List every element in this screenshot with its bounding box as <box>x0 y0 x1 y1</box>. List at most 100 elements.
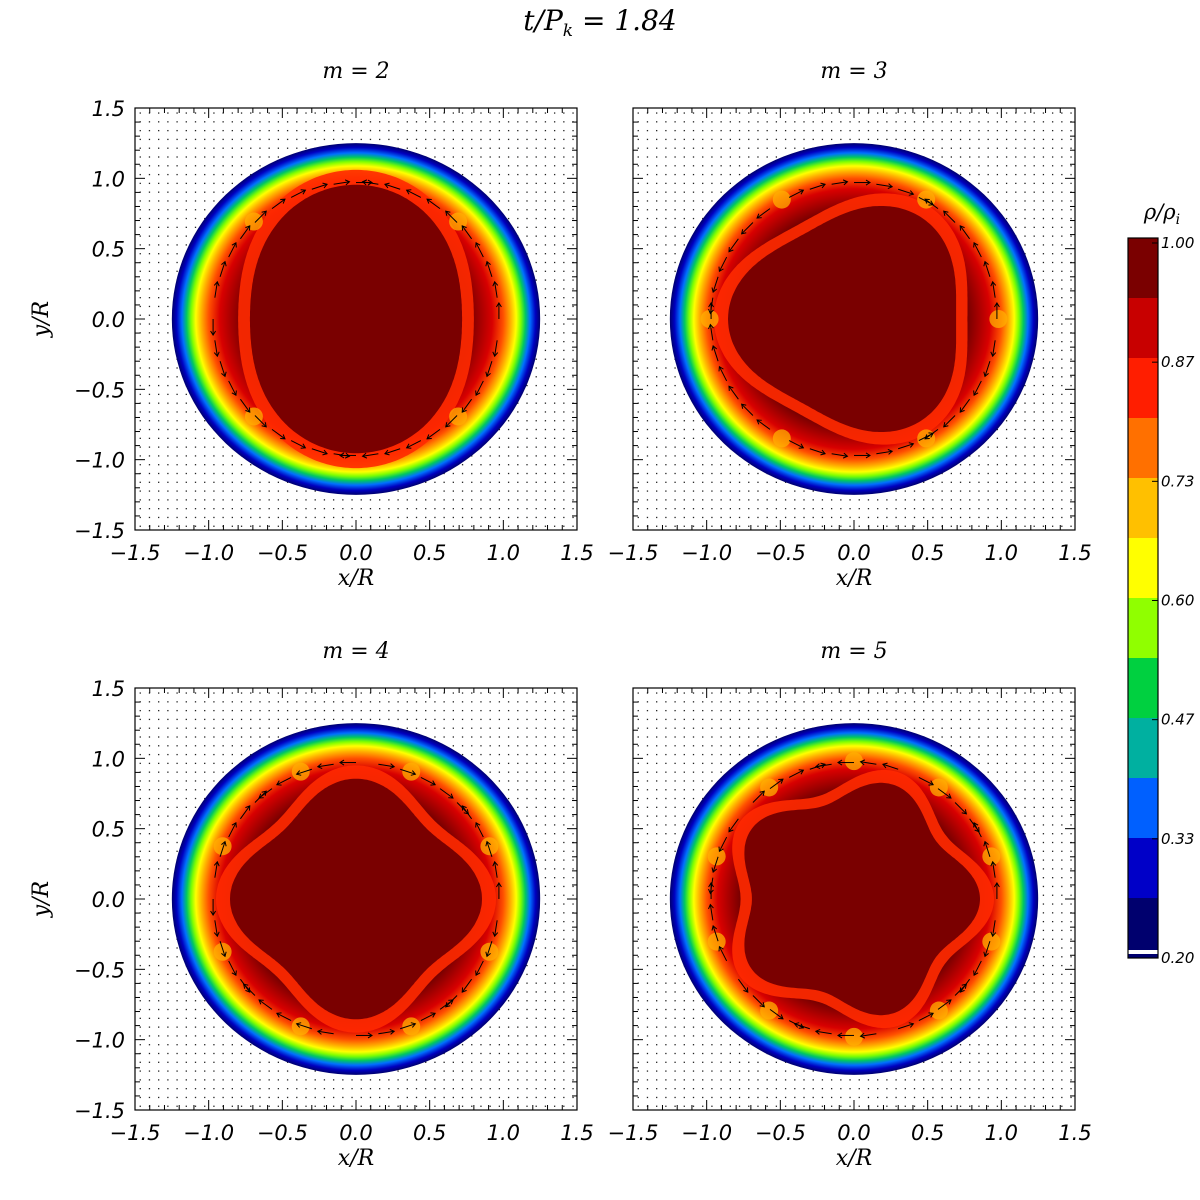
velocity-dot <box>563 244 565 246</box>
velocity-dot <box>194 173 197 176</box>
velocity-dot <box>535 464 537 466</box>
velocity-dot <box>646 464 649 466</box>
velocity-dot <box>1070 420 1072 422</box>
velocity-dot <box>683 244 685 246</box>
velocity-dot <box>204 490 206 492</box>
velocity-dot <box>480 455 482 457</box>
velocity-dot <box>563 499 565 501</box>
velocity-dot <box>498 455 501 457</box>
velocity-dot <box>1033 437 1035 439</box>
velocity-dot <box>766 121 768 123</box>
velocity-arrow <box>718 366 728 382</box>
velocity-dot <box>656 358 658 360</box>
velocity-dot <box>987 165 989 167</box>
velocity-dot <box>526 165 528 167</box>
velocity-dot <box>1042 516 1045 519</box>
velocity-dot <box>720 147 722 149</box>
velocity-dot <box>204 200 206 202</box>
velocity-dot <box>646 217 649 220</box>
velocity-dot <box>572 235 574 237</box>
velocity-dot <box>572 297 574 299</box>
velocity-dot <box>969 112 971 114</box>
density-core <box>714 193 968 445</box>
velocity-dot <box>656 472 658 475</box>
velocity-dot <box>665 323 667 325</box>
velocity-dot <box>498 508 501 510</box>
arrow-head <box>708 302 715 308</box>
velocity-dot <box>517 191 519 193</box>
velocity-arrow <box>959 398 971 413</box>
velocity-dot <box>185 508 187 510</box>
velocity-dot <box>139 367 141 369</box>
velocity-dot <box>139 279 141 281</box>
velocity-dot <box>1051 455 1054 457</box>
velocity-dot <box>702 464 704 466</box>
velocity-dot <box>388 516 390 519</box>
velocity-dot <box>646 393 649 396</box>
velocity-dot <box>139 297 141 299</box>
velocity-dot <box>1015 499 1017 501</box>
velocity-dot <box>1051 279 1054 281</box>
arrow-head <box>322 182 328 189</box>
velocity-dot <box>259 525 261 527</box>
velocity-dot <box>904 138 906 141</box>
velocity-dot <box>637 182 639 185</box>
velocity-dot <box>535 490 537 492</box>
velocity-dot <box>996 481 999 483</box>
velocity-dot <box>572 437 574 439</box>
velocity-arrows <box>210 179 502 459</box>
velocity-dot <box>185 472 187 475</box>
velocity-arrow <box>788 189 804 198</box>
velocity-dot <box>637 393 639 396</box>
velocity-dot <box>544 305 547 308</box>
arrow-head <box>261 210 267 216</box>
velocity-dot <box>738 490 741 492</box>
velocity-dot <box>489 455 491 457</box>
velocity-dot <box>702 508 704 510</box>
velocity-dot <box>1005 209 1008 211</box>
velocity-dot <box>646 455 649 457</box>
velocity-dot <box>489 112 491 114</box>
velocity-dot <box>665 420 667 422</box>
velocity-arrow <box>384 448 401 455</box>
panel-title: m = 2 <box>322 59 389 84</box>
x-axis-label: x/R <box>338 566 374 591</box>
arrow-head <box>756 213 762 219</box>
velocity-dot <box>987 481 989 483</box>
velocity-dot <box>784 499 787 501</box>
velocity-dot <box>553 490 556 492</box>
velocity-dot <box>729 464 731 466</box>
velocity-dot <box>572 112 574 114</box>
velocity-dot <box>305 147 307 149</box>
velocity-dot <box>656 384 658 387</box>
velocity-dot <box>757 481 759 483</box>
velocity-dot <box>959 525 962 527</box>
velocity-dot <box>158 253 160 255</box>
velocity-dot <box>259 147 261 149</box>
velocity-dot <box>1042 209 1045 211</box>
velocity-dot <box>434 138 436 141</box>
velocity-dot <box>1024 411 1026 413</box>
velocity-dot <box>1042 138 1045 141</box>
velocity-dot <box>646 253 649 255</box>
velocity-dot <box>250 499 252 501</box>
velocity-dot <box>194 182 197 185</box>
velocity-dot <box>637 349 639 352</box>
velocity-dot <box>987 121 989 123</box>
velocity-dot <box>167 358 169 360</box>
velocity-dot <box>674 446 676 448</box>
velocity-dot <box>231 138 233 141</box>
velocity-dot <box>507 508 510 510</box>
velocity-dot <box>268 156 270 158</box>
velocity-dot <box>720 455 722 457</box>
velocity-dot <box>656 437 658 439</box>
velocity-dot <box>240 138 243 141</box>
velocity-dot <box>775 112 778 114</box>
velocity-dot <box>517 402 519 404</box>
velocity-dot <box>222 490 224 492</box>
velocity-dot <box>775 147 778 149</box>
velocity-dot <box>176 138 178 141</box>
arrow-head <box>887 183 894 190</box>
velocity-dot <box>950 138 952 141</box>
